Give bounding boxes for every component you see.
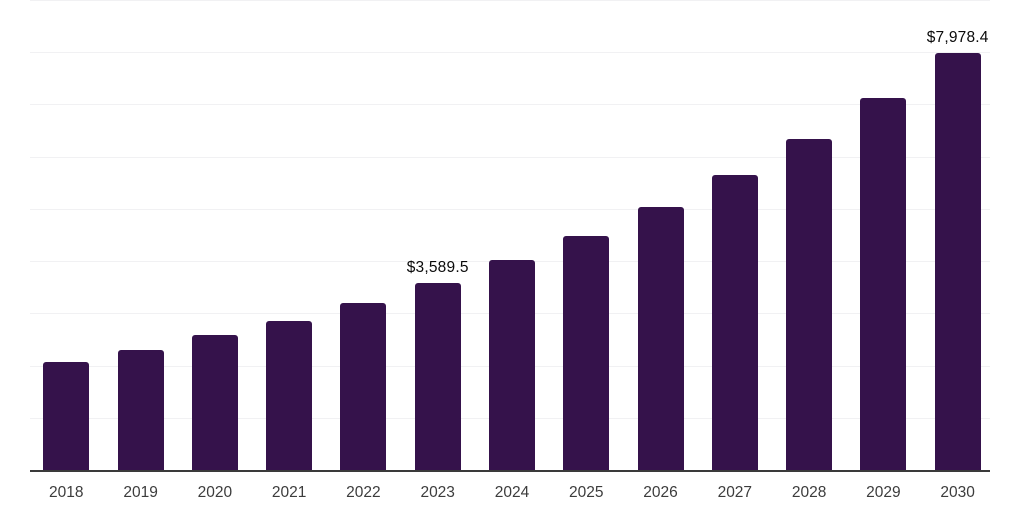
value-label-2023: $3,589.5 [406,258,469,276]
gridline-7000 [30,104,990,106]
x-tick-2019: 2019 [123,484,158,501]
x-tick-2021: 2021 [271,484,307,501]
bar-2018 [43,362,90,470]
bar-2027 [711,175,758,470]
x-tick-2028: 2028 [791,484,827,501]
x-tick-2027: 2027 [717,484,753,501]
x-axis-line [30,470,990,472]
bar-2026 [637,207,684,470]
value-label-2030: $7,978.4 [926,29,989,47]
x-tick-2026: 2026 [643,484,678,501]
x-axis-labels: 2018 2019 2020 2021 2022 2023 2024 2025 2026 2027… [30,483,990,507]
gridline-5000 [30,208,990,210]
bar-2020 [191,335,238,470]
bar-2030 [934,53,981,470]
bar-2029 [860,98,907,470]
x-tick-2023: 2023 [420,484,455,501]
bar-2022 [340,302,387,470]
bar-2025 [563,235,610,470]
bar-2019 [117,349,164,470]
bar-2028 [786,139,833,470]
gridline-8000 [30,52,990,54]
x-tick-2030: 2030 [940,484,975,501]
x-tick-2024: 2024 [494,484,530,501]
bar-2024 [488,260,535,470]
x-tick-2025: 2025 [569,484,604,501]
x-tick-2020: 2020 [197,484,233,501]
bar-2021 [266,320,313,470]
x-tick-2029: 2029 [866,484,901,501]
gridline-9000 [30,0,990,1]
gridline-6000 [30,156,990,158]
plot-area: $3,589.5 $7,978.4 [30,0,990,472]
bar-2023 [414,282,461,470]
x-tick-2022: 2022 [346,484,381,501]
x-tick-2018: 2018 [49,484,84,501]
